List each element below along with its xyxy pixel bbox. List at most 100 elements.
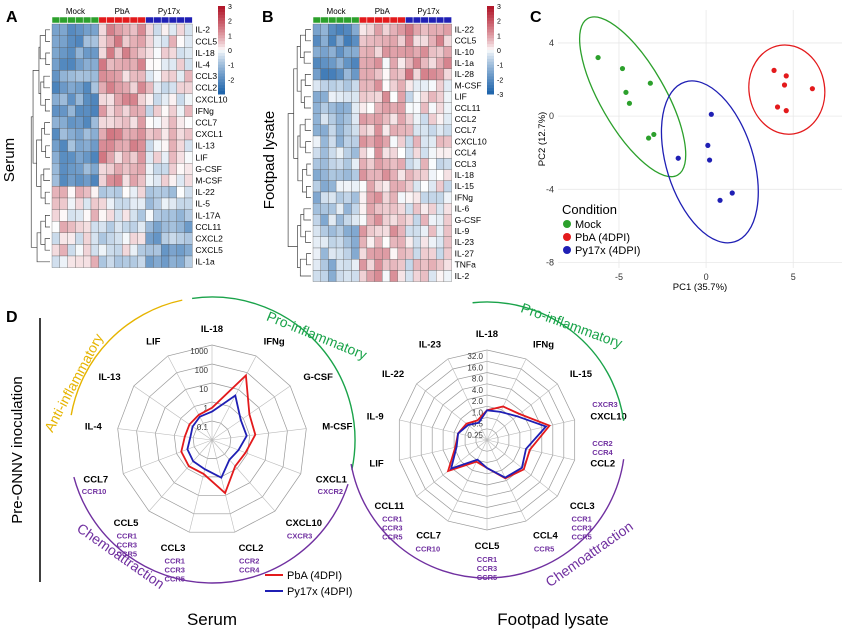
heatmap-cell [405, 57, 414, 69]
heatmap-cell [397, 236, 406, 249]
heatmap-cell [75, 221, 84, 233]
heatmap-cell [184, 128, 193, 141]
heatmap-cell [114, 255, 123, 268]
heatmap-cell [428, 225, 437, 237]
heatmap-cell [389, 102, 398, 114]
heatmap-cell [328, 147, 337, 159]
gene-label: LIF [455, 92, 467, 102]
heatmap-cell [168, 93, 177, 106]
heatmap-cell [412, 225, 421, 237]
heatmap-cell [420, 68, 429, 81]
heatmap-cell [397, 191, 406, 204]
heatmap-cell [389, 68, 398, 81]
heatmap-cell [420, 236, 429, 249]
heatmap-cell [75, 93, 84, 106]
heatmap-cell [359, 180, 368, 193]
heatmap-cell [320, 23, 329, 36]
gene-label: G-CSF [455, 215, 481, 225]
radar-axis-label: IL-18 [476, 329, 498, 340]
radar-spoke [486, 439, 527, 522]
heatmap-cell [320, 225, 329, 237]
heatmap-cell [90, 47, 99, 59]
heatmap-cell [106, 47, 115, 59]
heatmap-cell [90, 93, 99, 106]
heatmap-cell [389, 225, 398, 237]
group-bar-cell [59, 16, 68, 24]
radar-axis-label: CCL4 [533, 531, 559, 542]
heatmap-cell [359, 68, 368, 81]
heatmap-cell [335, 236, 344, 249]
scale-step [487, 38, 494, 42]
scale-tick: 0 [497, 48, 501, 55]
heatmap-cell [161, 23, 170, 36]
heatmap-cell [161, 255, 170, 268]
group-bar-cell [366, 16, 375, 24]
heatmap-cell [145, 197, 154, 210]
y-tick-label: 0 [549, 111, 554, 121]
scale-tick: 2 [497, 19, 501, 26]
heatmap-cell [359, 270, 368, 282]
heatmap-cell [428, 135, 437, 148]
heatmap-cell [420, 113, 429, 125]
heatmap-cell [351, 46, 360, 58]
heatmap-cell [83, 151, 92, 164]
heatmap-cell [320, 124, 329, 137]
legend-label: PbA (4DPI) [575, 232, 630, 244]
radar-spoke [486, 419, 575, 441]
heatmap-cell [351, 68, 360, 81]
group-bar-cell [420, 16, 429, 24]
heatmap-cell [98, 128, 107, 141]
heatmap-cell [312, 191, 321, 204]
heatmap-cell [114, 70, 123, 83]
heatmap-cell [366, 57, 375, 69]
heatmap-cell [106, 244, 115, 257]
heatmap-cell [443, 57, 452, 69]
radar-axis-label: G-CSF [303, 372, 333, 383]
heatmap-cell [98, 47, 107, 59]
heatmap-cell [443, 35, 452, 47]
heatmap-cell [312, 124, 321, 137]
heatmap-cell [51, 70, 60, 83]
heatmap-cell [359, 102, 368, 114]
scale-step [218, 38, 225, 42]
receptor-label: CCR1 [477, 555, 497, 564]
heatmap-cell [382, 68, 391, 81]
heatmap-cell [397, 23, 406, 36]
heatmap-cell [176, 70, 185, 83]
heatmap-cell [153, 255, 162, 268]
heatmap-cell [412, 57, 421, 69]
radar-ring-label: 0.1 [197, 423, 209, 432]
heatmap-cell [343, 124, 352, 137]
receptor-label: CCR3 [382, 523, 402, 532]
heatmap-cell [161, 58, 170, 71]
heatmap-cell [168, 186, 177, 199]
heatmap-cell [153, 70, 162, 83]
heatmap-cell [90, 255, 99, 268]
radar-footpad-title: Footpad lysate [497, 610, 609, 629]
heatmap-cell [59, 116, 68, 129]
heatmap-cell [436, 57, 445, 69]
heatmap-cell [161, 174, 170, 187]
confidence-ellipse [748, 44, 826, 135]
x-tick-label: -5 [615, 272, 623, 282]
heatmap-cell [137, 244, 146, 257]
heatmap-cell [176, 174, 185, 187]
radar-axis-label: IL-15 [570, 369, 593, 380]
x-tick-label: 5 [791, 272, 796, 282]
heatmap-cell [145, 58, 154, 71]
heatmap-cell [343, 180, 352, 193]
heatmap-cell [59, 232, 68, 245]
scale-step [487, 73, 494, 77]
dendrogram-branch [44, 215, 50, 228]
legend-py17x-label: Py17x (4DPI) [287, 586, 352, 598]
heatmap-cell [161, 186, 170, 199]
heatmap-cell [122, 81, 131, 94]
heatmap-cell [184, 81, 193, 94]
heatmap-cell [114, 221, 123, 233]
heatmap-cell [184, 186, 193, 199]
heatmap-cell [359, 23, 368, 36]
heatmap-cell [389, 247, 398, 260]
data-point [595, 54, 601, 61]
heatmap-cell [67, 221, 76, 233]
heatmap-cell [420, 191, 429, 204]
